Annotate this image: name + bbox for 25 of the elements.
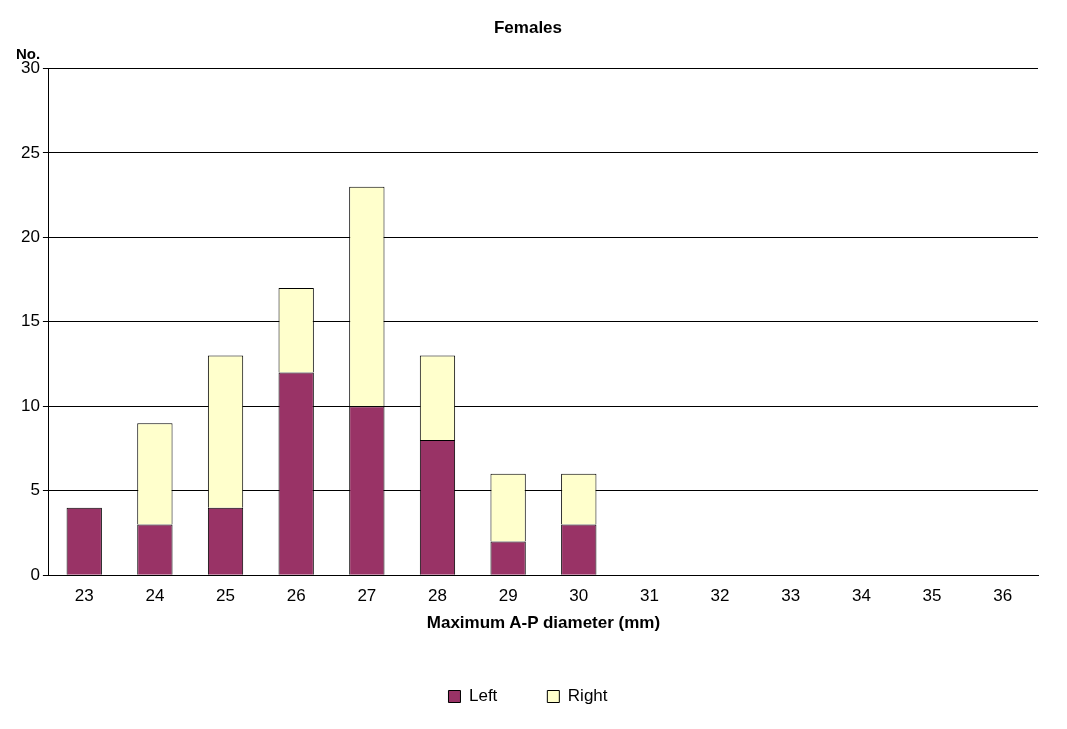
x-axis-title: Maximum A-P diameter (mm): [426, 613, 661, 633]
y-tick-label: 10: [20, 395, 40, 415]
x-tick-label: 36: [993, 586, 1013, 606]
y-tick-label: 5: [30, 480, 40, 500]
x-tick-label: 33: [781, 586, 801, 606]
y-tick-label: 0: [30, 564, 40, 584]
x-tick-label: 23: [74, 586, 94, 606]
x-tick-label: 27: [357, 586, 377, 606]
y-tick-label: 30: [20, 58, 40, 78]
legend-label: Left: [468, 686, 498, 706]
legend-label: Right: [567, 686, 608, 706]
x-tick-label: 32: [710, 586, 730, 606]
x-tick-label: 24: [145, 586, 165, 606]
y-tick-label: 20: [20, 227, 40, 247]
x-tick-label: 34: [851, 586, 871, 606]
x-tick-label: 31: [639, 586, 659, 606]
x-tick-label: 26: [286, 586, 306, 606]
x-tick-label: 28: [428, 586, 447, 606]
x-tick-label: 30: [569, 586, 589, 606]
x-tick-label: 29: [498, 586, 518, 606]
x-tick-label: 35: [922, 586, 942, 606]
chart-title: Females: [493, 17, 563, 37]
x-tick-label: 25: [216, 586, 235, 606]
y-tick-label: 15: [20, 311, 40, 331]
y-tick-label: 25: [20, 142, 40, 162]
